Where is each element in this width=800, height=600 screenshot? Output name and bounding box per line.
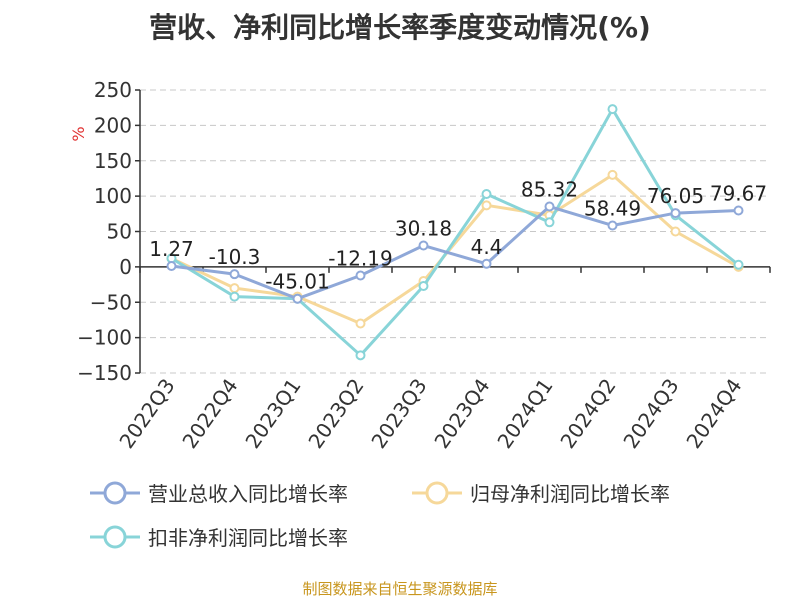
series-line (170, 107, 740, 357)
data-point (544, 201, 555, 212)
y-axis-unit: % (69, 126, 88, 141)
legend-item-deducted-profit[interactable]: 扣非净利润同比增长率 (90, 522, 348, 551)
y-tick-label: 200 (94, 113, 132, 137)
data-point (229, 283, 240, 294)
x-tick-label: 2024Q3 (618, 374, 683, 453)
chart-title: 营收、净利同比增长率季度变动情况(%) (149, 11, 651, 44)
data-point (418, 280, 429, 291)
data-point (733, 259, 744, 270)
y-tick-label: 50 (107, 220, 132, 244)
data-point (607, 169, 618, 180)
data-point (292, 293, 303, 304)
y-tick-label: −150 (77, 361, 132, 385)
x-tick-label: 2024Q4 (681, 374, 746, 453)
data-label: -10.3 (209, 245, 261, 269)
grid-lines (140, 89, 770, 374)
legend-item-net-profit[interactable]: 归母净利润同比增长率 (412, 478, 670, 507)
legend-item-revenue[interactable]: 营业总收入同比增长率 (90, 478, 348, 507)
series-line (170, 173, 740, 325)
y-tick-label: 250 (94, 78, 132, 102)
x-tick-label: 2023Q4 (429, 374, 494, 453)
x-tick-label: 2023Q2 (303, 374, 368, 453)
legend-label: 扣非净利润同比增长率 (148, 526, 348, 550)
y-tick-label: 0 (119, 255, 132, 279)
legend-line-icon (90, 525, 140, 548)
data-label: -45.01 (265, 270, 329, 294)
data-point (670, 208, 681, 219)
y-tick-label: 150 (94, 149, 132, 173)
data-point (229, 269, 240, 280)
x-tick-label: 2023Q1 (240, 374, 305, 453)
data-point (544, 217, 555, 228)
x-tick-label: 2024Q1 (492, 374, 557, 453)
data-label: 76.05 (647, 184, 704, 208)
y-tick-label: −100 (77, 326, 132, 350)
x-tick-label: 2024Q2 (555, 374, 620, 453)
data-point (229, 291, 240, 302)
data-label: -12.19 (328, 246, 392, 270)
data-point (607, 220, 618, 231)
data-point (355, 270, 366, 281)
legend-label: 归母净利润同比增长率 (470, 482, 670, 506)
legend-line-icon (412, 481, 462, 504)
data-point (733, 205, 744, 216)
data-point (670, 226, 681, 237)
y-tick-label: 100 (94, 184, 132, 208)
data-label: 30.18 (395, 217, 452, 241)
x-tick-label: 2022Q4 (177, 374, 242, 453)
data-label: 58.49 (584, 196, 641, 220)
data-labels: 1.27 -10.3-45.01-12.1930.184.485.3258.497… (149, 178, 767, 294)
data-label: 1.27 (149, 237, 194, 261)
x-tick-label: 2022Q3 (114, 374, 179, 453)
data-point (481, 189, 492, 200)
data-point (418, 240, 429, 251)
source-note: 制图数据来自恒生聚源数据库 (302, 580, 498, 598)
data-point (481, 258, 492, 269)
data-point (355, 350, 366, 361)
data-point (481, 200, 492, 211)
legend-line-icon (90, 481, 140, 504)
y-tick-label: −50 (90, 290, 132, 314)
x-tick-label: 2023Q3 (366, 374, 431, 453)
series-line (171, 205, 739, 301)
data-point (607, 104, 618, 115)
data-label: 79.67 (710, 182, 767, 206)
data-label: 85.32 (521, 178, 578, 202)
legend-label: 营业总收入同比增长率 (148, 482, 348, 506)
series-lines (166, 104, 744, 361)
data-point (166, 260, 177, 271)
data-label: 4.4 (471, 235, 503, 259)
data-point (355, 318, 366, 329)
